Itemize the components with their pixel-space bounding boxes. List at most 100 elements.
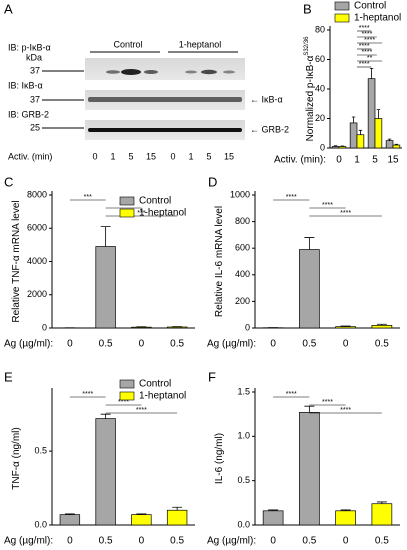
- panel-label: A: [4, 1, 13, 16]
- x-tick-label: 0: [343, 339, 349, 350]
- x-tick-label: 0.5: [302, 536, 316, 547]
- error-bar: [376, 323, 387, 326]
- error-bar: [268, 509, 279, 511]
- x-tick-label: 0: [67, 536, 73, 547]
- y-tick-label: 1.5: [237, 386, 250, 396]
- band: [121, 69, 141, 75]
- x-tick-label: 0: [270, 536, 276, 547]
- legend-swatch: [334, 13, 350, 23]
- error-bar: [351, 116, 356, 123]
- significance-label: ***: [119, 202, 127, 209]
- legend-swatch: [334, 1, 350, 11]
- bar: [392, 144, 401, 149]
- blot-row-label: IB: GRB-2: [8, 109, 49, 119]
- bar: [374, 118, 383, 149]
- legend-swatch: [119, 379, 135, 389]
- error-bar: [100, 413, 111, 419]
- y-axis-label-text: Normalized p-IκB-α: [305, 55, 316, 141]
- significance-label: ***: [84, 194, 92, 201]
- y-tick-label: 1.0: [237, 431, 250, 441]
- y-tick-label: 80: [315, 24, 325, 34]
- y-tick-label: 400: [235, 269, 250, 279]
- legend-label: 1-heptanol: [139, 208, 186, 219]
- legend-label: Control: [139, 379, 171, 390]
- y-tick-label: 600: [235, 243, 250, 253]
- blot-bands: [106, 69, 235, 75]
- bar: [371, 503, 393, 526]
- x-tick-label: 0.5: [375, 536, 389, 547]
- x-axis-label: Ag (µg/ml):: [207, 339, 256, 350]
- significance-label: **: [367, 55, 373, 62]
- y-tick-label: 0.5: [237, 475, 250, 485]
- error-bar: [304, 405, 315, 413]
- lane-label: 5: [128, 151, 133, 161]
- error-bar: [358, 129, 363, 135]
- y-tick-label: 20: [315, 113, 325, 123]
- y-tick-label: 0: [42, 322, 47, 332]
- y-tick-label: 0.0: [237, 519, 250, 529]
- legend-swatch: [119, 208, 135, 218]
- blot-group: 1-heptanol: [179, 39, 222, 49]
- error-bar: [376, 109, 381, 119]
- significance-label: ****: [136, 407, 147, 414]
- bar: [331, 146, 340, 149]
- x-tick-label: 0: [139, 339, 145, 350]
- y-tick-label: 60: [315, 54, 325, 64]
- band: [223, 70, 235, 74]
- band: [106, 70, 120, 74]
- x-tick-label: 0.5: [302, 339, 316, 350]
- blot-marker: 37: [30, 94, 40, 104]
- error-bar: [172, 506, 183, 511]
- y-axis-label: Relative TNF-α mRNA level: [11, 200, 22, 322]
- lane-label: 1: [188, 151, 193, 161]
- band: [88, 97, 242, 102]
- y-axis-label: Normalized p-IκB-αS32/36: [304, 36, 316, 141]
- significance-label: ****: [359, 61, 370, 68]
- x-tick-label: 15: [387, 155, 399, 166]
- error-bar: [100, 226, 111, 247]
- y-tick-label: 0: [245, 322, 250, 332]
- blot-unit: kDa: [26, 52, 42, 62]
- blot-marker: 37: [30, 65, 40, 75]
- band: [185, 70, 197, 74]
- y-axis-label: TNF-α (ng/ml): [11, 427, 22, 489]
- legend-swatch: [119, 391, 135, 401]
- bar: [131, 514, 152, 526]
- y-axis-label-text: Relative TNF-α mRNA level: [11, 200, 22, 322]
- lane-label: 1: [110, 151, 115, 161]
- error-bar: [394, 143, 399, 146]
- bar: [349, 122, 358, 149]
- y-axis-label-sup: S32/36: [304, 36, 310, 56]
- lane-label: 15: [224, 151, 234, 161]
- x-tick-label: 5: [372, 155, 378, 166]
- y-tick-label: 0.5: [34, 445, 47, 455]
- lane-label: 0: [92, 151, 97, 161]
- bar: [262, 510, 284, 526]
- error-bar: [340, 325, 351, 327]
- y-axis-label-text: TNF-α (ng/ml): [11, 427, 22, 489]
- bar: [335, 510, 356, 526]
- bar: [338, 146, 347, 149]
- y-axis-label-text: Relative IL-6 mRNA level: [214, 206, 225, 317]
- y-axis-label-text: IL-6 (ng/ml): [214, 433, 225, 484]
- y-tick-label: 8000: [27, 189, 47, 199]
- panel-label: B: [303, 1, 312, 16]
- legend-label: Control: [139, 196, 171, 207]
- bar: [335, 326, 356, 329]
- y-tick-label: 800: [235, 216, 250, 226]
- x-tick-label: 0: [139, 536, 145, 547]
- bar: [95, 418, 116, 526]
- blot-row-label: IB: IκB-α: [8, 80, 43, 90]
- panel-label: C: [4, 174, 13, 189]
- y-tick-label: 40: [315, 83, 325, 93]
- bar: [385, 140, 394, 149]
- significance-label: ****: [82, 391, 93, 398]
- panel-label: F: [208, 369, 216, 384]
- bar: [166, 326, 188, 329]
- bar: [166, 509, 188, 526]
- x-axis-label: Ag (µg/ml):: [207, 536, 256, 547]
- error-bar: [333, 145, 338, 147]
- x-tick-label: 0.5: [99, 536, 113, 547]
